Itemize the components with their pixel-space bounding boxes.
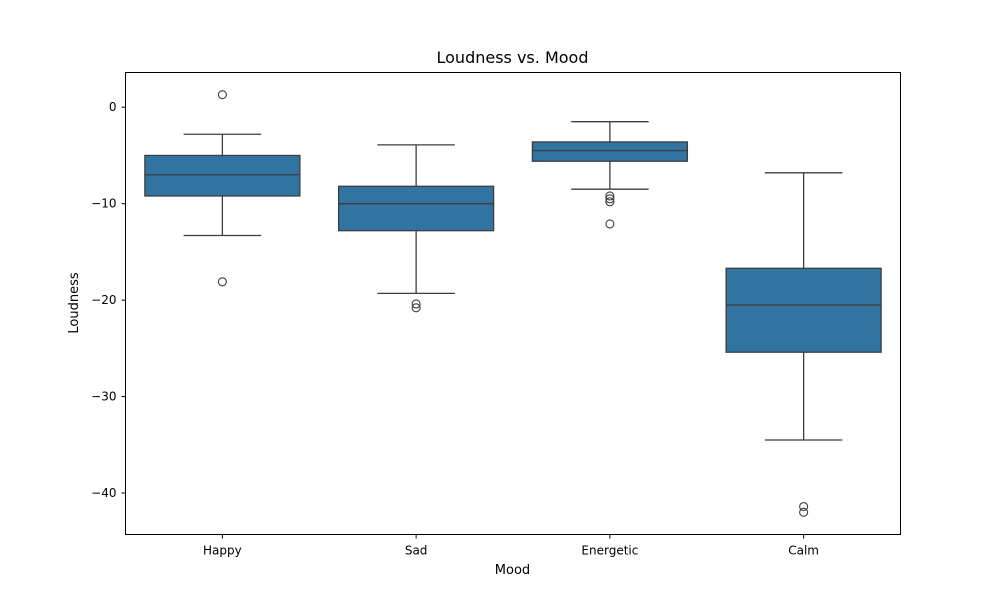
plot-frame [125,72,901,535]
outlier-sad-0 [411,299,421,309]
y-tick-label-3: −30 [91,390,116,404]
box-energetic [531,141,689,162]
y-tick-label-2: −20 [91,293,116,307]
x-tick-label-1: Sad [405,544,428,558]
outlier-energetic-3 [605,219,615,229]
y-tick-label-0: 0 [109,100,117,114]
y-tick-label-4: −40 [91,486,116,500]
x-tick-label-3: Calm [788,544,819,558]
plot-area: 0 −10 −20 −30 −40 Happy Sad Energetic Calm [91,90,882,558]
box-sad [337,185,495,232]
outlier-happy-0 [217,90,227,100]
box-calm [725,267,882,353]
outlier-calm-1 [799,507,809,517]
x-tick-label-2: Energetic [581,544,638,558]
y-tick-label-1: −10 [91,197,116,211]
x-tick-label-0: Happy [203,544,242,558]
box-happy [144,154,301,197]
outlier-sad-1 [411,303,421,313]
outlier-happy-1 [217,277,227,287]
outlier-calm-0 [799,501,809,512]
y-axis-label: Loudness [67,272,82,333]
outlier-energetic-1 [605,194,615,204]
outlier-energetic-0 [605,191,615,201]
x-axis-label: Mood [495,563,530,578]
outlier-energetic-2 [605,197,615,207]
chart-title: Loudness vs. Mood [437,48,589,67]
